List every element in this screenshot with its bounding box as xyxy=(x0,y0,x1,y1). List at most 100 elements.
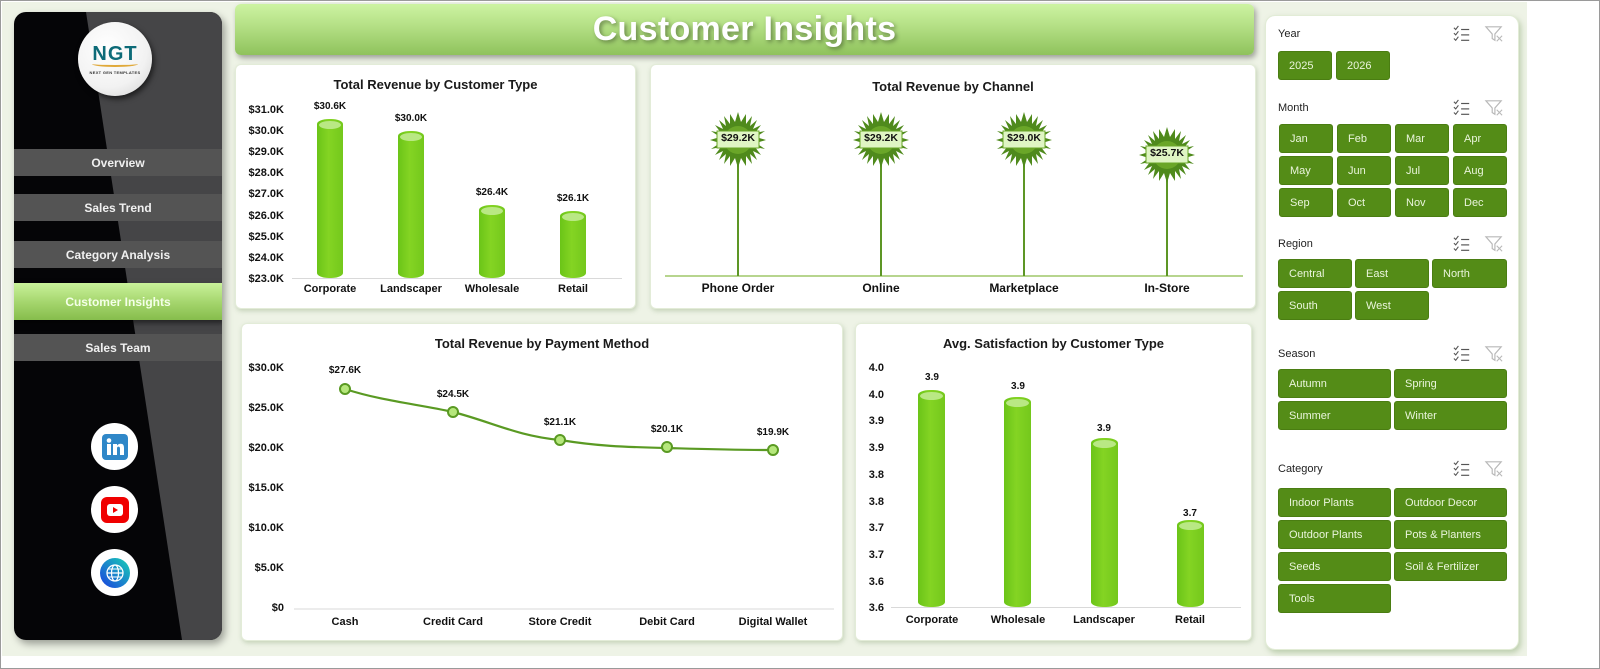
chip-label: 2026 xyxy=(1347,59,1372,72)
chip-label: Pots & Planters xyxy=(1405,528,1481,541)
y-tick: $28.0K xyxy=(248,167,284,179)
clear-filter-icon[interactable] xyxy=(1484,25,1504,43)
clear-filter-icon[interactable] xyxy=(1484,235,1504,253)
chip-label: Central xyxy=(1289,267,1325,280)
slicer-category-indoor-plants[interactable]: Indoor Plants xyxy=(1278,488,1391,517)
slicer-month-dec[interactable]: Dec xyxy=(1453,188,1507,217)
slicer-category-label: Category xyxy=(1278,463,1323,475)
slicer-region-south[interactable]: South xyxy=(1278,291,1352,320)
multi-select-icon[interactable] xyxy=(1452,99,1472,117)
slicer-year-2025[interactable]: 2025 xyxy=(1278,51,1332,80)
y-tick: $20.0K xyxy=(248,442,284,454)
x-category: Cash xyxy=(331,616,359,628)
bar-corporate[interactable] xyxy=(918,390,945,607)
y-tick: $15.0K xyxy=(248,482,284,494)
x-category: In-Store xyxy=(1144,281,1190,295)
slicer-month-jul[interactable]: Jul xyxy=(1395,156,1449,185)
bar-wholesale[interactable] xyxy=(479,205,505,278)
data-label: $29.2K xyxy=(721,132,755,144)
nav-sales-team[interactable]: Sales Team xyxy=(14,334,222,361)
nav-category-analysis[interactable]: Category Analysis xyxy=(14,241,222,268)
slicer-month-sep[interactable]: Sep xyxy=(1279,188,1333,217)
bar-corporate[interactable] xyxy=(317,119,343,278)
multi-select-icon[interactable] xyxy=(1452,345,1472,363)
slicer-month-feb[interactable]: Feb xyxy=(1337,124,1391,153)
data-label: 3.9 xyxy=(1011,381,1025,392)
logo-subtext: NEXT GEN TEMPLATES xyxy=(89,69,141,75)
chip-label: 2025 xyxy=(1289,59,1314,72)
slicer-region-central[interactable]: Central xyxy=(1278,259,1352,288)
slicer-region-west[interactable]: West xyxy=(1355,291,1429,320)
slicer-category-pots-planters[interactable]: Pots & Planters xyxy=(1394,520,1507,549)
nav-customer-insights[interactable]: Customer Insights xyxy=(14,283,222,320)
youtube-button[interactable] xyxy=(91,486,138,533)
filter-panel: Year 2025 2026 Month Jan Feb Mar Apr May… xyxy=(1265,15,1519,650)
x-category: Credit Card xyxy=(423,616,483,628)
slicer-month-nov[interactable]: Nov xyxy=(1395,188,1449,217)
nav-sales-trend[interactable]: Sales Trend xyxy=(14,194,222,221)
x-category: Landscaper xyxy=(1073,614,1135,626)
slicer-category-tools[interactable]: Tools xyxy=(1278,584,1391,613)
clear-filter-icon[interactable] xyxy=(1484,460,1504,478)
bar-landscaper[interactable] xyxy=(1091,438,1118,607)
nav-overview[interactable]: Overview xyxy=(14,149,222,176)
data-label: 3.7 xyxy=(1183,508,1197,519)
slicer-month-may[interactable]: May xyxy=(1279,156,1333,185)
y-tick: 3.7 xyxy=(868,549,884,561)
bar-retail[interactable] xyxy=(560,211,586,278)
data-label: 3.9 xyxy=(1097,423,1111,434)
slicer-category-soil-fertilizer[interactable]: Soil & Fertilizer xyxy=(1394,552,1507,581)
page-title-banner: Customer Insights xyxy=(235,4,1254,55)
chip-label: Soil & Fertilizer xyxy=(1405,560,1479,573)
linkedin-button[interactable] xyxy=(91,423,138,470)
website-button[interactable] xyxy=(91,549,138,596)
chart-title: Total Revenue by Channel xyxy=(872,79,1034,94)
bar-wholesale[interactable] xyxy=(1004,397,1031,607)
bar-landscaper[interactable] xyxy=(398,131,424,278)
slicer-region-east[interactable]: East xyxy=(1355,259,1429,288)
logo-swoosh-icon xyxy=(92,61,138,67)
slicer-year-label: Year xyxy=(1278,28,1301,40)
y-tick: $24.0K xyxy=(248,252,284,264)
y-tick: $25.0K xyxy=(248,231,284,243)
slicer-season-spring[interactable]: Spring xyxy=(1394,369,1507,398)
bar-retail[interactable] xyxy=(1177,520,1204,607)
multi-select-icon[interactable] xyxy=(1452,235,1472,253)
y-tick: 3.6 xyxy=(868,576,884,588)
multi-select-icon[interactable] xyxy=(1452,25,1472,43)
chip-label: Jan xyxy=(1290,132,1308,145)
y-tick: 3.6 xyxy=(868,602,884,614)
y-tick: $0 xyxy=(271,602,284,614)
slicer-season-winter[interactable]: Winter xyxy=(1394,401,1507,430)
y-tick: $25.0K xyxy=(248,402,284,414)
slicer-month-apr[interactable]: Apr xyxy=(1453,124,1507,153)
data-label: $25.7K xyxy=(1150,147,1184,159)
chart-title: Total Revenue by Payment Method xyxy=(434,336,650,351)
clear-filter-icon[interactable] xyxy=(1484,99,1504,117)
slicer-category-seeds[interactable]: Seeds xyxy=(1278,552,1391,581)
slicer-month-oct[interactable]: Oct xyxy=(1337,188,1391,217)
chart-revenue-by-channel: Total Revenue by Channel $29.2K $29.2 xyxy=(650,64,1256,309)
data-label: 3.9 xyxy=(925,372,939,383)
slicer-year-2026[interactable]: 2026 xyxy=(1336,51,1390,80)
x-category: Wholesale xyxy=(464,283,520,295)
globe-icon xyxy=(99,557,130,588)
chip-label: Feb xyxy=(1348,132,1367,145)
multi-select-icon[interactable] xyxy=(1452,460,1472,478)
slicer-category-outdoor-decor[interactable]: Outdoor Decor xyxy=(1394,488,1507,517)
chip-label: Jun xyxy=(1348,164,1366,177)
slicer-season-summer[interactable]: Summer xyxy=(1278,401,1391,430)
slicer-month-mar[interactable]: Mar xyxy=(1395,124,1449,153)
linkedin-icon xyxy=(101,433,128,460)
slicer-season-autumn[interactable]: Autumn xyxy=(1278,369,1391,398)
data-label: $24.5K xyxy=(436,389,470,400)
slicer-season-label: Season xyxy=(1278,348,1316,360)
y-tick: $23.0K xyxy=(248,273,284,285)
page-title: Customer Insights xyxy=(592,10,897,48)
slicer-month-jan[interactable]: Jan xyxy=(1279,124,1333,153)
slicer-month-jun[interactable]: Jun xyxy=(1337,156,1391,185)
slicer-month-aug[interactable]: Aug xyxy=(1453,156,1507,185)
clear-filter-icon[interactable] xyxy=(1484,345,1504,363)
slicer-region-north[interactable]: North xyxy=(1432,259,1507,288)
slicer-category-outdoor-plants[interactable]: Outdoor Plants xyxy=(1278,520,1391,549)
